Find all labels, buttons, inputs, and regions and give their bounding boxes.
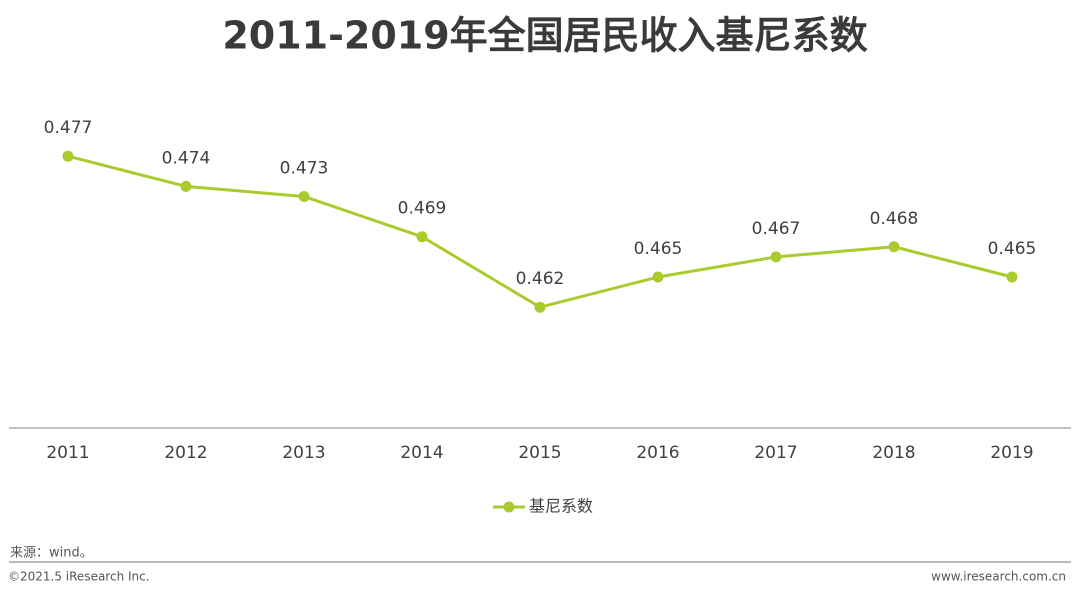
x-tick-label: 2016 (636, 443, 679, 463)
value-label: 0.477 (44, 118, 93, 138)
value-label: 0.467 (752, 219, 801, 239)
legend-marker (503, 501, 515, 513)
point (416, 231, 428, 243)
x-tick-label: 2014 (400, 443, 443, 463)
footer-right: www.iresearch.com.cn (931, 570, 1066, 584)
x-tick-label: 2018 (872, 443, 915, 463)
chart-title: 2011-2019年全国居民收入基尼系数 (222, 14, 867, 58)
value-label: 0.469 (398, 199, 447, 219)
value-label: 0.462 (516, 269, 565, 289)
value-label: 0.465 (988, 239, 1037, 259)
point (62, 150, 74, 162)
point (888, 241, 900, 253)
point (770, 251, 782, 263)
legend-label: 基尼系数 (529, 497, 593, 516)
point (652, 271, 664, 283)
x-tick-label: 2013 (282, 443, 325, 463)
point (298, 190, 310, 202)
x-tick-label: 2019 (990, 443, 1033, 463)
point (180, 180, 192, 192)
value-label: 0.473 (280, 158, 329, 178)
x-tick-label: 2015 (518, 443, 561, 463)
footer-left: ©2021.5 iResearch Inc. (8, 570, 150, 584)
value-label: 0.468 (870, 209, 919, 229)
point (1006, 271, 1018, 283)
value-label: 0.465 (634, 239, 683, 259)
x-tick-label: 2012 (164, 443, 207, 463)
x-tick-label: 2011 (46, 443, 89, 463)
value-label: 0.474 (162, 148, 211, 168)
source: 来源：wind。 (10, 546, 93, 561)
x-tick-label: 2017 (754, 443, 797, 463)
point (534, 301, 546, 313)
